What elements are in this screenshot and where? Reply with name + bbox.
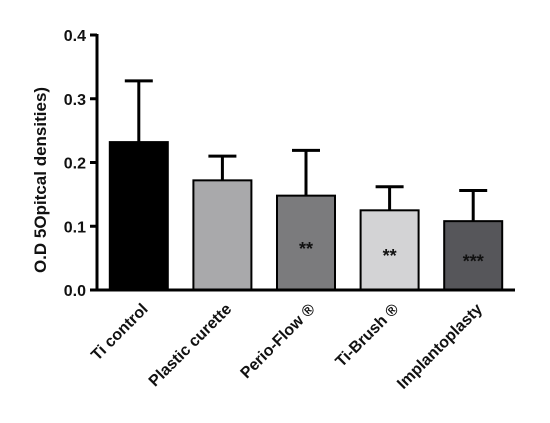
y-tick-label: 0.2 [64,156,86,173]
significance-label: ** [299,239,313,259]
significance-label: ** [383,246,397,266]
significance-layer: ** ** *** [299,239,484,272]
bar [108,141,169,291]
y-tick-label: 0.3 [64,92,86,109]
x-tick-label: Perio-Flow ® [238,301,319,382]
y-axis-title: O.D 5Opitcal densities) [31,87,50,273]
x-tick-label: Implantoplasty [394,301,486,393]
bar [192,179,253,292]
error-bar-layer [124,79,488,222]
x-tick-label: Plastic curette [146,301,235,390]
y-tick-label: 0.0 [64,283,86,300]
axis-layer [90,33,515,292]
x-tick-label: Ti-Brush ® [333,301,403,371]
bar [359,209,420,291]
x-tick-label: Ti control [88,301,151,364]
y-tick-label: 0.1 [64,219,86,236]
significance-label: *** [463,252,484,272]
bar [443,220,504,291]
y-tick-label: 0.4 [64,28,86,45]
